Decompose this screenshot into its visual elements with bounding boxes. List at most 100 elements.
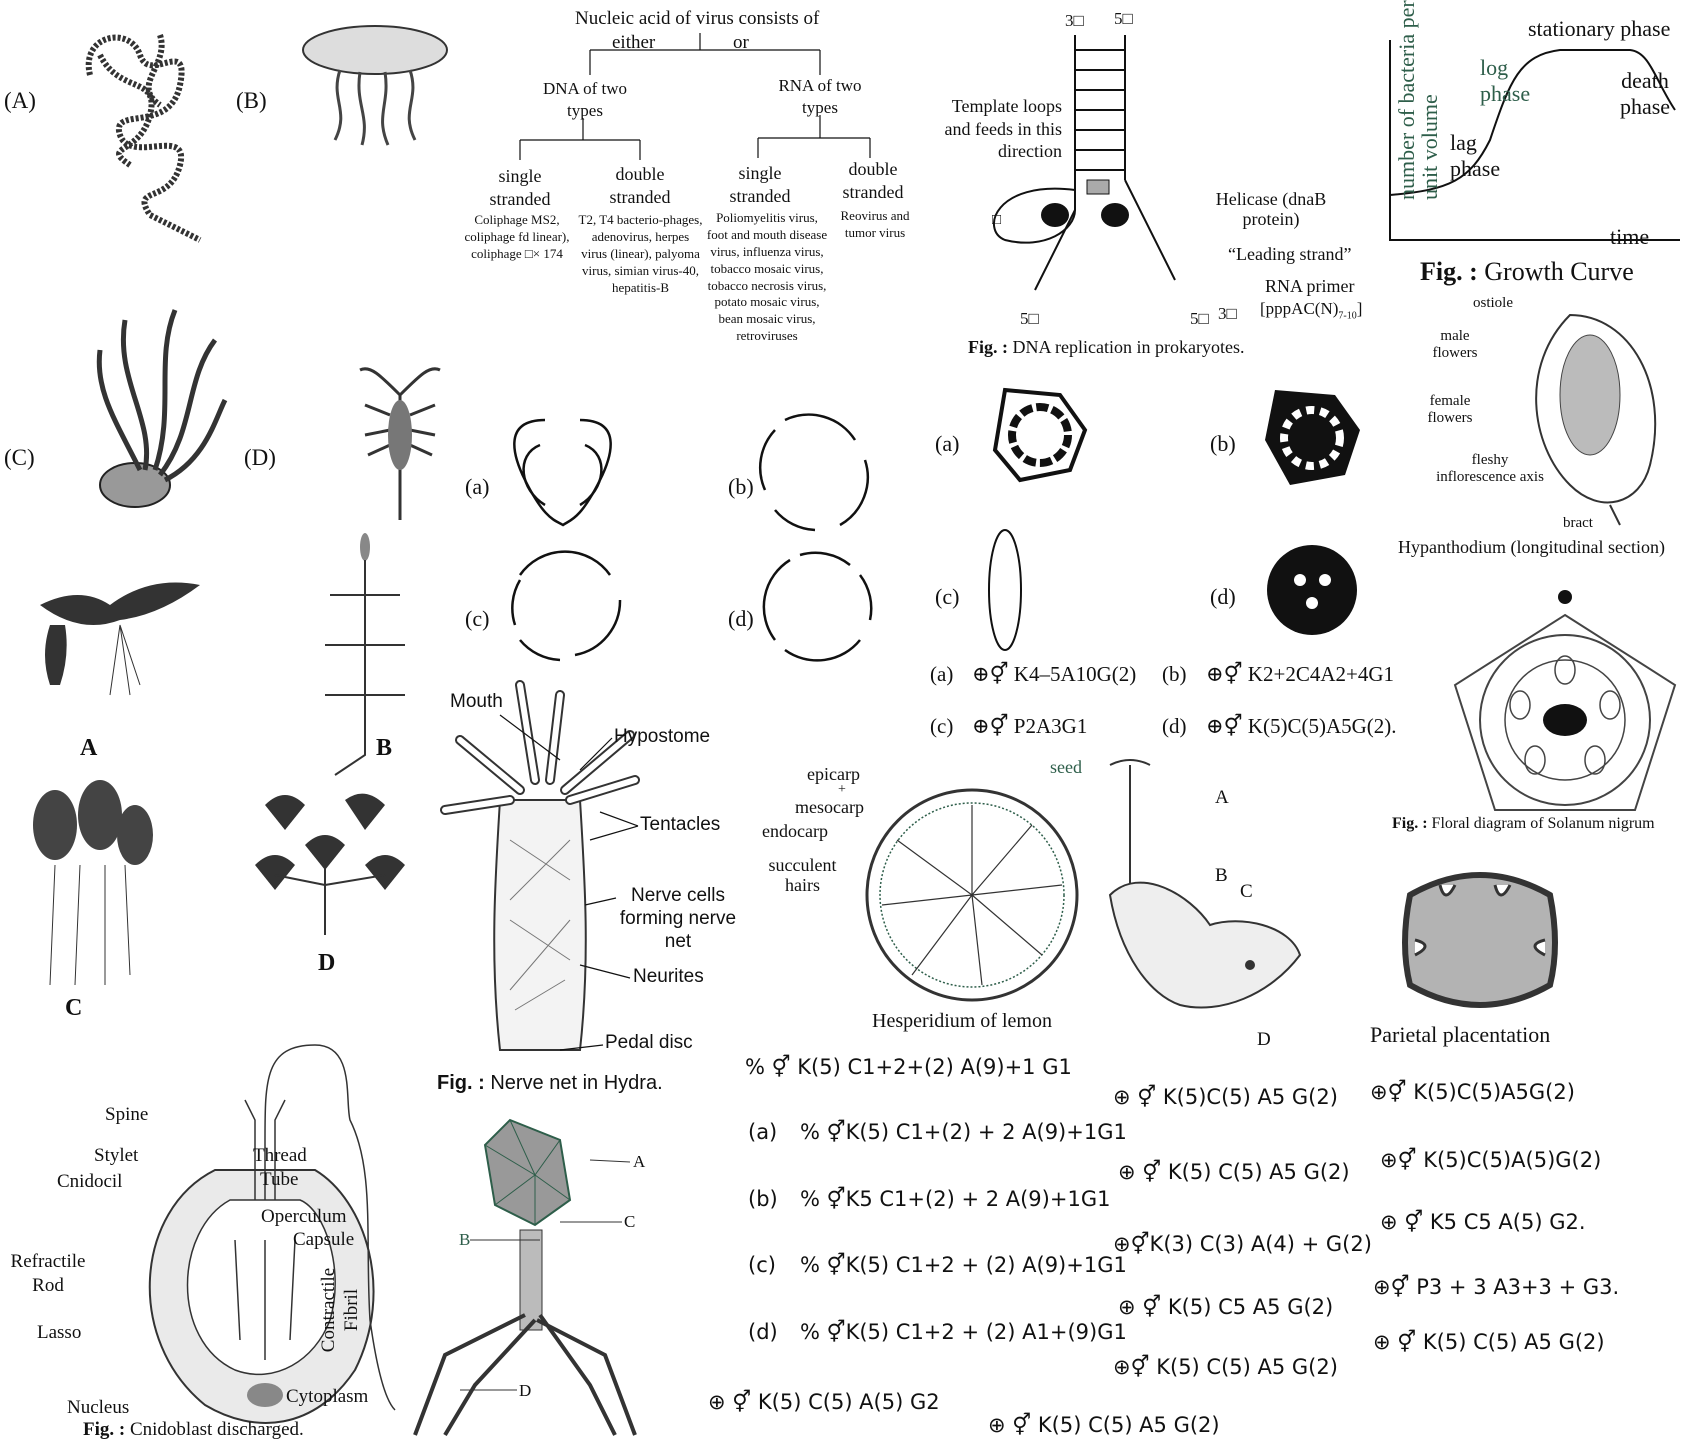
lemon-mesocarp-label: mesocarp: [795, 797, 864, 817]
animal-label-c: (C): [4, 445, 35, 470]
phage-label-c: C: [624, 1212, 636, 1231]
circle-option-a-label: (a): [465, 474, 490, 499]
fern-illustration: [40, 582, 200, 696]
animal-label-d: (D): [244, 445, 276, 470]
cnido-stylet-label: Stylet: [94, 1145, 139, 1166]
growth-curve-death-label: death phase: [1619, 68, 1671, 120]
plant-label-a: A: [80, 735, 98, 761]
virus-tree-dna-double-examples: T2, T4 bacterio-phages, adenovirus, herp…: [578, 212, 703, 295]
lemon-plus-label: +: [838, 782, 846, 797]
ovary-option-c-label: (c): [935, 584, 960, 609]
hydra-neurites-label: Neurites: [633, 966, 704, 987]
cnido-lasso-label: Lasso: [37, 1322, 82, 1343]
hydra-pedal-disc-label: Pedal disc: [605, 1032, 693, 1053]
hypanthodium-female-label: female flowers: [1427, 393, 1473, 426]
parietal-placentation-diagram: [1402, 872, 1558, 1008]
cnido-spine-label: Spine: [105, 1104, 149, 1125]
plant-label-d: D: [318, 950, 336, 976]
dna-bottom-5-label-b: 5□: [1190, 309, 1209, 328]
formula-col2-4: ⊕ ⚥ K(5) C5 A5 G(2): [1118, 1295, 1334, 1319]
formula-extra: ⊕ ⚥ K(5) C(5) A(5) G2: [708, 1390, 940, 1414]
ovary-option-a-label: (a): [935, 431, 960, 456]
formula-col3-5: ⊕ ⚥ K(5) C(5) A5 G(2): [1373, 1330, 1605, 1354]
lemon-endocarp-label: endocarp: [762, 821, 828, 841]
formula-col2-6: ⊕ ⚥ K(5) C(5) A5 G(2): [988, 1413, 1220, 1437]
virus-tree-rna-double-examples: Reovirus and tumor virus: [840, 208, 910, 240]
dna-primer-formula: [pppAC(N)7-10]: [1260, 299, 1363, 322]
lemon-caption: Hesperidium of lemon: [872, 1010, 1052, 1032]
tapeworm-illustration: [85, 34, 202, 243]
circle-option-c-label: (c): [465, 606, 490, 631]
virus-tree-dna: DNA of two types: [542, 79, 628, 121]
dna-bottom-3-label: 3□: [1218, 304, 1237, 323]
phage-label-a: A: [633, 1152, 646, 1171]
hydra-hypostome-label: Hypostome: [614, 726, 711, 747]
circle-option-d-label: (d): [728, 606, 754, 631]
formula-option-d: % ⚥K(5) C1+2 + (2) A1+(9)G1: [800, 1320, 1127, 1344]
growth-curve-chart: [1389, 40, 1680, 241]
virus-tree-rna-single-examples: Poliomyelitis virus, foot and mouth dise…: [706, 210, 828, 344]
virus-tree-either: either: [612, 32, 656, 53]
virus-tree-rna: RNA of two types: [778, 76, 862, 118]
cnido-operculum-label: Operculum: [261, 1206, 347, 1227]
ginkgo-illustration: [255, 793, 405, 935]
top-formula-a: ⊕⚥ K4–5A10G(2): [972, 662, 1137, 686]
dna-replication-caption: Fig. : DNA replication in prokaryotes.: [968, 337, 1245, 357]
ovary-option-d-label: (d): [1210, 584, 1236, 609]
lemon-succulent-label: succulent hairs: [768, 855, 837, 895]
hydra-diagram: [440, 680, 640, 1051]
phage-label-b: B: [459, 1230, 471, 1249]
virus-tree-root: Nucleic acid of virus consists of: [575, 8, 820, 29]
dna-bottom-5-label-a: 5□: [1020, 309, 1039, 328]
solanum-caption: Fig. : Floral diagram of Solanum nigrum: [1392, 815, 1655, 832]
cnido-capsule-label: Capsule: [293, 1229, 355, 1250]
dna-helicase-label: Helicase (dnaB protein): [1215, 189, 1327, 229]
cnido-nucleus-label: Nucleus: [67, 1397, 130, 1418]
hydra-mouth-label: Mouth: [450, 691, 503, 712]
hypanthodium-diagram: [1535, 313, 1657, 526]
top-formula-d-label: (d): [1162, 714, 1187, 738]
marchantia-label-b: B: [1215, 865, 1228, 886]
salvinia-illustration: [33, 780, 153, 986]
jellyfish-illustration: [302, 25, 448, 146]
cnido-cytoplasm-label: Cytoplasm: [286, 1386, 369, 1407]
growth-curve-lag-label: lag phase: [1450, 130, 1501, 182]
plant-label-b: B: [376, 735, 393, 761]
dna-template-label: Template loops and feeds in this directi…: [944, 96, 1062, 161]
virus-tree-rna-single: single stranded: [729, 163, 791, 207]
formula-option-a: % ⚥K(5) C1+(2) + 2 A(9)+1G1: [800, 1120, 1127, 1144]
marchantia-diagram: [1108, 759, 1302, 1009]
animal-label-b: (B): [236, 88, 267, 113]
formula-col3-3: ⊕ ⚥ K5 C5 A(5) G2.: [1380, 1210, 1586, 1234]
circle-option-b-label: (b): [728, 474, 754, 499]
formula-col2-5: ⊕⚥ K(5) C(5) A5 G(2): [1113, 1355, 1338, 1379]
formula-option-b: % ⚥K5 C1+(2) + 2 A(9)+1G1: [800, 1187, 1111, 1211]
formula-col2-1: ⊕ ⚥ K(5)C(5) A5 G(2): [1113, 1085, 1338, 1109]
cnidoblast-caption: Fig. : Cnidoblast discharged.: [83, 1419, 304, 1440]
phage-label-d: D: [519, 1381, 532, 1400]
dna-replication-diagram: [993, 35, 1176, 291]
hydra-nerve-cells-label: Nerve cells forming nerve net: [619, 885, 737, 952]
plant-label-c: C: [65, 995, 83, 1021]
formula-col2-2: ⊕ ⚥ K(5) C(5) A5 G(2): [1118, 1160, 1350, 1184]
animal-label-a: (A): [4, 88, 36, 113]
formula-col3-4: ⊕⚥ P3 + 3 A3+3 + G3.: [1373, 1275, 1620, 1299]
horsetail-illustration: [325, 533, 405, 776]
top-formula-d: ⊕⚥ K(5)C(5)A5G(2).: [1206, 714, 1397, 738]
growth-curve-stationary-label: stationary phase: [1528, 16, 1671, 41]
formula-col2-3: ⊕⚥K(3) C(3) A(4) + G(2): [1113, 1232, 1372, 1256]
solanum-floral-diagram: [1453, 590, 1677, 811]
virus-tree-dna-single-examples: Coliphage MS2, coliphage fd linear), col…: [464, 212, 570, 261]
octopus-illustration: [96, 309, 228, 508]
formula-option-c-label: (c): [748, 1253, 776, 1277]
dna-top-3-label: 3□: [1065, 11, 1084, 30]
growth-curve-xlabel: time: [1610, 224, 1650, 249]
virus-tree-or: or: [733, 32, 749, 53]
cnido-thread-label: Thread: [253, 1145, 307, 1166]
formula-col3-1: ⊕⚥ K(5)C(5)A5G(2): [1370, 1080, 1575, 1104]
growth-curve-caption: Fig. : Growth Curve: [1420, 257, 1634, 286]
dna-leading-strand-label: “Leading strand”: [1228, 244, 1352, 264]
